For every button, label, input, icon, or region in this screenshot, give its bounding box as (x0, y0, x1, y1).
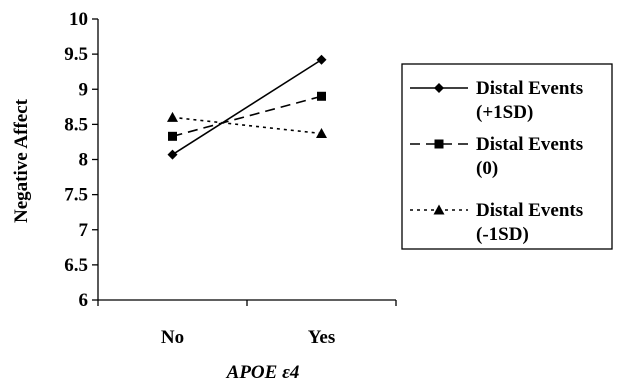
data-point-square (317, 91, 326, 101)
legend-entry-1: Distal Events (+1SD) (410, 78, 583, 123)
legend-label: Distal Events (476, 134, 583, 155)
y-tick-label: 6 (79, 290, 89, 311)
series-2 (168, 91, 326, 141)
x-axis-title: APOE ε4 (226, 362, 300, 383)
y-tick-label: 8.5 (64, 114, 88, 135)
y-tick-label: 9.5 (64, 44, 88, 65)
legend-label: Distal Events (476, 78, 583, 99)
x-axis: No Yes (97, 299, 397, 348)
legend-entry-3: Distal Events (-1SD) (410, 200, 583, 245)
series-1 (167, 54, 327, 160)
y-tick-label: 8 (79, 150, 89, 171)
data-point-triangle (167, 111, 178, 122)
legend-label: (0) (476, 158, 498, 179)
series-line (172, 95, 322, 138)
legend-entry-2: Distal Events (0) (410, 134, 583, 179)
y-axis: 6 6.5 7 7.5 8 8.5 9 9.5 10 (64, 9, 99, 311)
series-line (172, 59, 322, 156)
y-tick-label: 6.5 (64, 255, 88, 276)
y-tick-label: 7 (79, 220, 89, 241)
x-tick-label: Yes (308, 327, 335, 348)
series-layer (167, 54, 327, 160)
series-3 (167, 111, 327, 139)
data-point-diamond (316, 54, 327, 65)
legend-marker-diamond (434, 83, 444, 93)
y-tick-label: 10 (69, 9, 88, 30)
x-tick-label: No (161, 327, 184, 348)
legend-marker-square (434, 139, 444, 149)
data-point-triangle (316, 128, 327, 139)
y-tick-label: 7.5 (64, 185, 88, 206)
legend-label: (-1SD) (476, 224, 529, 245)
legend-marker-triangle (433, 204, 445, 215)
data-point-square (168, 131, 177, 141)
legend-label: (+1SD) (476, 102, 533, 123)
legend: Distal Events(+1SD)Distal Events(0)Dista… (401, 63, 613, 250)
y-tick-label: 9 (79, 79, 89, 100)
y-axis-title: Negative Affect (11, 98, 32, 223)
legend-label: Distal Events (476, 200, 583, 221)
legend-box (401, 63, 613, 250)
data-point-diamond (167, 149, 178, 160)
